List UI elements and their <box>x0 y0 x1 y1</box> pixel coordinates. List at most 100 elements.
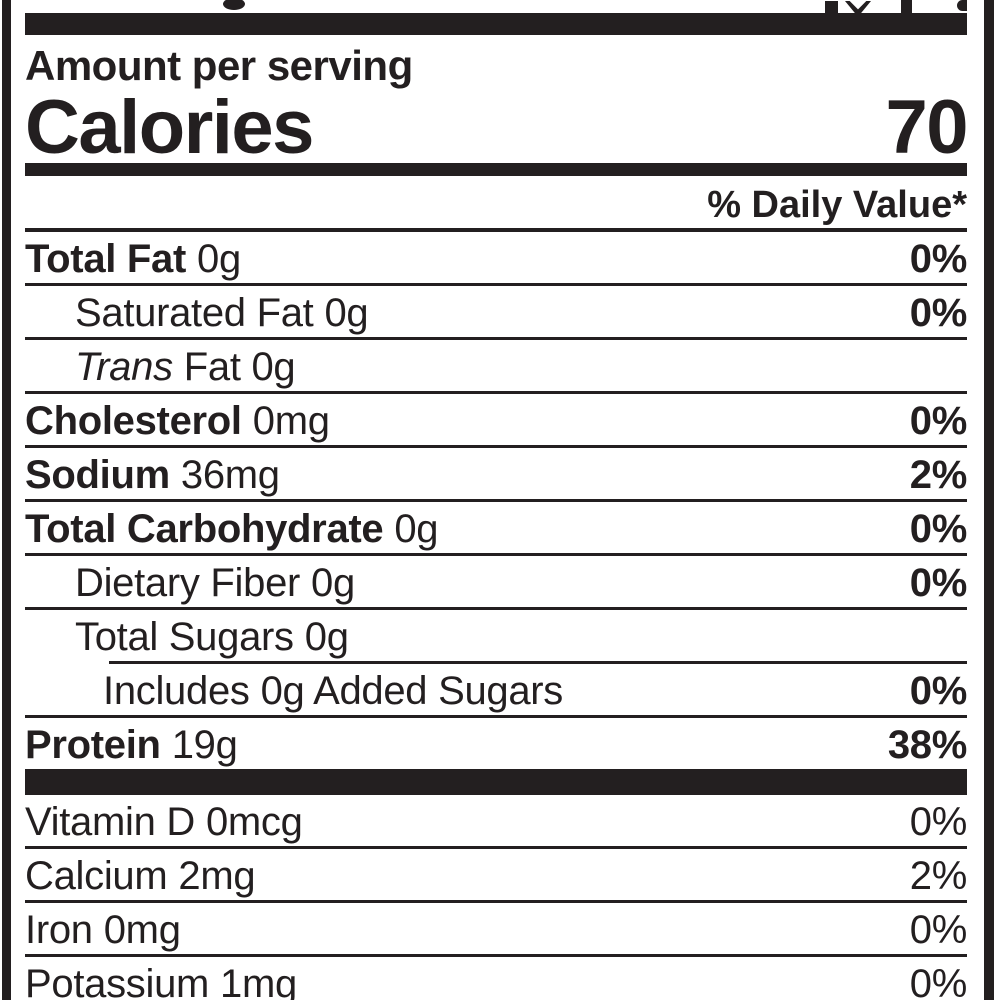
label-left-border <box>2 0 11 1000</box>
calories-label: Calories <box>25 85 314 170</box>
nutrient-label: Total Fat 0g <box>25 235 241 283</box>
nutrient-amount: 2mg <box>178 854 256 898</box>
nutrient-row: Cholesterol 0mg 0% <box>25 394 967 445</box>
nutrient-name: Potassium <box>25 962 210 1000</box>
nutrient-amount: 0g <box>311 561 355 605</box>
clipped-text-fragment <box>845 1 871 13</box>
nutrient-amount: 0g <box>394 507 439 551</box>
nutrient-row: Total Carbohydrate 0g 0% <box>25 502 967 553</box>
nutrient-daily-value: 0% <box>909 399 968 443</box>
clipped-serving-size-row <box>25 0 967 13</box>
nutrient-name: Total Sugars <box>75 615 294 659</box>
nutrient-label: Calcium 2mg <box>25 852 256 900</box>
nutrient-name: Iron <box>25 908 93 952</box>
nutrient-daily-value: 38% <box>887 723 967 767</box>
calories-divider-bar <box>25 163 967 176</box>
nutrient-amount: 0mcg <box>205 800 303 844</box>
calories-value: 70 <box>885 85 968 170</box>
nutrient-name: Calcium <box>25 854 168 898</box>
label-right-border <box>984 0 994 1000</box>
nutrient-daily-value: 0% <box>909 962 968 1000</box>
nutrient-amount: 19g <box>171 723 238 767</box>
nutrient-daily-value: 0% <box>909 291 968 335</box>
nutrient-label: Iron 0mg <box>25 906 181 954</box>
nutrient-daily-value: 0% <box>909 800 968 844</box>
nutrient-name: Trans <box>75 345 173 389</box>
nutrient-row: Vitamin D 0mcg 0% <box>25 795 967 846</box>
nutrient-name: Total Fat <box>25 237 186 281</box>
nutrient-daily-value: 2% <box>909 854 968 898</box>
nutrient-label: Trans Fat 0g <box>75 343 296 391</box>
nutrient-label: Protein 19g <box>25 721 238 769</box>
row-divider <box>25 391 967 394</box>
nutrient-name: Dietary Fiber <box>75 561 301 605</box>
nutrient-name: Vitamin D <box>25 800 195 844</box>
nutrient-daily-value: 0% <box>909 507 968 551</box>
calories-row: Calories 70 <box>25 85 968 170</box>
nutrient-label: Cholesterol 0mg <box>25 397 330 445</box>
nutrient-label: Sodium 36mg <box>25 451 280 499</box>
nutrient-label: Potassium 1mg <box>25 960 297 1000</box>
nutrient-daily-value: 0% <box>909 237 968 281</box>
nutrient-label: Vitamin D 0mcg <box>25 798 303 846</box>
nutrient-name: Total Carbohydrate <box>25 507 384 551</box>
nutrient-amount: 0g <box>324 291 369 335</box>
nutrient-amount: 0g <box>197 237 241 281</box>
row-divider <box>25 715 967 718</box>
nutrient-label: Total Sugars 0g <box>75 613 349 661</box>
nutrient-name: Saturated Fat <box>75 291 314 335</box>
nutrient-amount: Fat 0g <box>183 345 296 389</box>
micronutrient-divider-bar <box>25 769 967 795</box>
nutrient-amount: 0g Added Sugars <box>260 669 564 713</box>
row-divider <box>25 954 967 957</box>
daily-value-header-row: % Daily Value* <box>25 176 967 228</box>
nutrient-row: Total Sugars 0g <box>25 610 967 661</box>
section-divider-bar <box>25 13 967 35</box>
clipped-text-fragment <box>901 0 912 13</box>
nutrient-name: Sodium <box>25 453 170 497</box>
daily-value-header: % Daily Value* <box>707 184 967 226</box>
nutrient-table: Total Fat 0g 0% Saturated Fat 0g 0% Trans F… <box>25 232 967 769</box>
nutrient-row: Includes 0g Added Sugars 0% <box>25 664 967 715</box>
clipped-text-fragment <box>957 0 967 11</box>
nutrient-label: Saturated Fat 0g <box>75 289 369 337</box>
nutrient-amount: 0mg <box>103 908 181 952</box>
row-divider <box>25 900 967 903</box>
row-divider <box>25 337 967 340</box>
nutrient-row: Potassium 1mg 0% <box>25 957 967 1000</box>
nutrient-row: Saturated Fat 0g 0% <box>25 286 967 337</box>
nutrient-row: Iron 0mg 0% <box>25 903 967 954</box>
clipped-text-fragment <box>825 1 838 13</box>
nutrient-name: Protein <box>25 723 161 767</box>
amount-per-serving-label: Amount per serving <box>25 35 967 89</box>
nutrient-amount: 1mg <box>220 962 297 1000</box>
row-divider <box>25 553 967 556</box>
nutrient-name: Includes <box>103 669 250 713</box>
nutrient-daily-value: 0% <box>909 561 968 605</box>
nutrient-row: Sodium 36mg 2% <box>25 448 967 499</box>
nutrient-amount: 36mg <box>180 453 280 497</box>
row-divider <box>109 661 967 664</box>
nutrient-label: Total Carbohydrate 0g <box>25 505 439 553</box>
nutrient-amount: 0g <box>304 615 349 659</box>
nutrient-row: Dietary Fiber 0g 0% <box>25 556 967 607</box>
nutrient-row: Calcium 2mg 2% <box>25 849 967 900</box>
nutrient-amount: 0mg <box>252 399 330 443</box>
nutrient-row: Trans Fat 0g <box>25 340 967 391</box>
nutrient-daily-value: 0% <box>909 908 968 952</box>
clipped-text-fragment <box>223 0 245 10</box>
nutrient-daily-value: 0% <box>909 669 968 713</box>
label-content: Amount per serving Calories 70 % Daily V… <box>25 0 968 1000</box>
row-divider <box>25 445 967 448</box>
nutrient-label: Includes 0g Added Sugars <box>103 667 563 715</box>
row-divider <box>25 283 967 286</box>
nutrient-name: Cholesterol <box>25 399 242 443</box>
nutrient-daily-value: 2% <box>909 453 968 497</box>
amount-per-serving-text: Amount per serving <box>25 42 413 89</box>
daily-value-divider <box>25 228 967 232</box>
nutrient-row: Total Fat 0g 0% <box>25 232 967 283</box>
row-divider <box>25 607 967 610</box>
micronutrient-table: Vitamin D 0mcg 0% Calcium 2mg 2% Iron 0mg 0… <box>25 795 967 1000</box>
nutrient-row: Protein 19g 38% <box>25 718 967 769</box>
